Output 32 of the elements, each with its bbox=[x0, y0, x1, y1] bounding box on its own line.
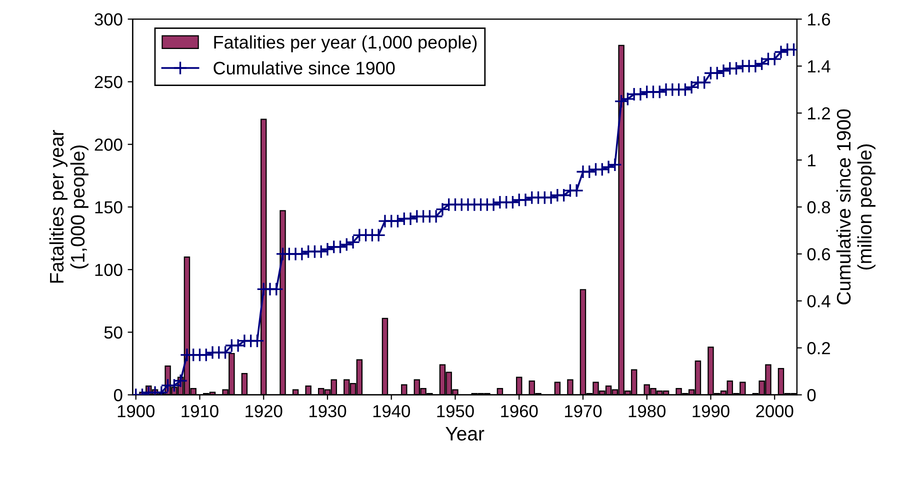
x-tick-label: 1930 bbox=[310, 405, 346, 418]
x-tick-label: 1990 bbox=[692, 405, 730, 418]
x-tick-label: 1940 bbox=[373, 405, 410, 418]
legend-label: Cumulative since 1900 bbox=[214, 61, 395, 74]
y2-tick-label: 0.6 bbox=[807, 248, 830, 260]
y2-tick-label: 0 bbox=[807, 388, 816, 402]
x-tick-label: 1920 bbox=[246, 405, 282, 418]
y-tick-label: 300 bbox=[94, 13, 122, 26]
y2-tick-label: 1.4 bbox=[808, 60, 830, 72]
y-tick-label: 0 bbox=[114, 388, 122, 402]
y2-tick-label: 0.8 bbox=[807, 201, 830, 214]
y2-tick-label: 1 bbox=[808, 154, 816, 166]
y-tick-label: 100 bbox=[95, 264, 122, 276]
x-axis-title: Year bbox=[446, 427, 484, 441]
y2-tick-label: 1.6 bbox=[808, 13, 830, 26]
y-tick-label: 200 bbox=[94, 138, 122, 151]
x-tick-label: 1980 bbox=[628, 405, 666, 418]
y2-tick-label: 0.4 bbox=[807, 295, 830, 308]
x-tick-label: 1900 bbox=[118, 405, 154, 418]
y2-tick-label: 1.2 bbox=[808, 107, 830, 120]
x-tick-label: 1910 bbox=[182, 405, 218, 418]
y2-tick-label: 0.2 bbox=[807, 342, 830, 354]
x-tick-label: 2000 bbox=[756, 405, 794, 418]
x-tick-label: 1970 bbox=[565, 405, 602, 418]
legend-label: Fatalities per year (1,000 people) bbox=[214, 35, 477, 52]
x-tick-label: 1950 bbox=[437, 405, 474, 418]
x-tick-label: 1960 bbox=[501, 405, 538, 418]
y2-axis-title: Cumulative since 1900 (milion people) bbox=[836, 109, 876, 304]
y-tick-label: 250 bbox=[94, 76, 122, 88]
y-axis-title: Fatalities per year (1,000 people) bbox=[49, 130, 88, 283]
y-tick-label: 150 bbox=[95, 201, 122, 214]
y-tick-label: 50 bbox=[104, 326, 122, 339]
